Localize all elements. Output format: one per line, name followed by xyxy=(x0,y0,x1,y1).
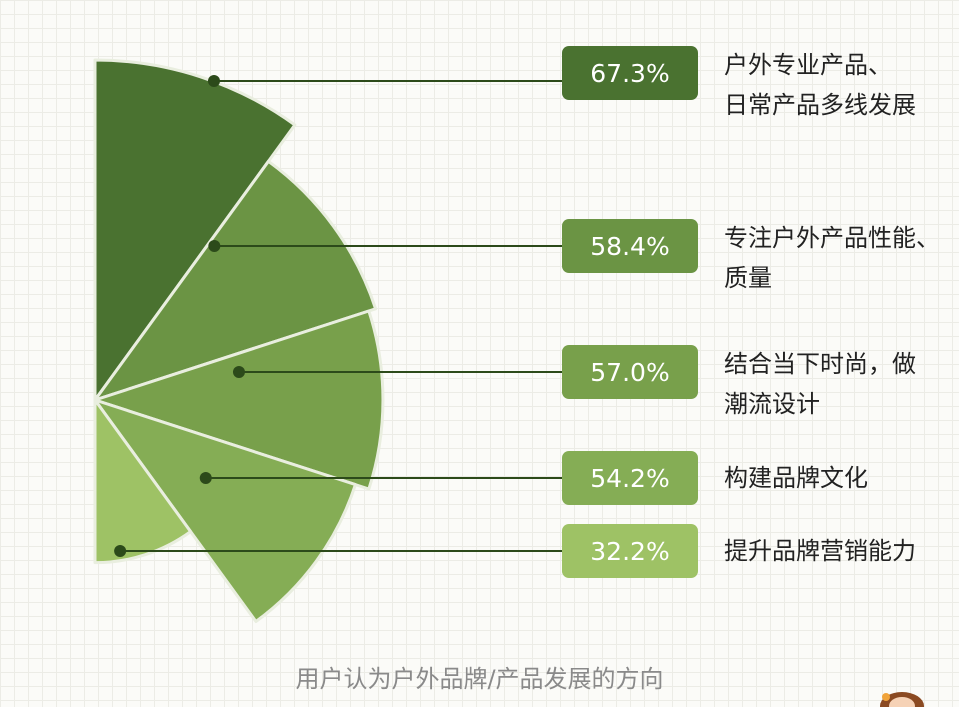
category-label-1: 户外专业产品、 日常产品多线发展 xyxy=(724,51,916,119)
chart-caption: 用户认为户外品牌/产品发展的方向 xyxy=(295,665,664,693)
chart-leader-lines xyxy=(114,75,562,557)
value-badge-4: 54.2% xyxy=(562,451,698,505)
value-badge-1: 67.3% xyxy=(562,46,698,100)
value-badge-2: 58.4% xyxy=(562,219,698,273)
pie-sector-2 xyxy=(93,159,378,402)
pie-sector-1 xyxy=(93,58,297,402)
pie-sector-5 xyxy=(93,398,193,565)
value-badge-3: 57.0% xyxy=(562,345,698,399)
category-label-4: 构建品牌文化 xyxy=(724,464,868,492)
value-badge-5: 32.2% xyxy=(562,524,698,578)
pie-sector-4 xyxy=(93,398,357,624)
category-label-3: 结合当下时尚，做 潮流设计 xyxy=(724,350,916,418)
category-label-5: 提升品牌营销能力 xyxy=(724,537,916,565)
category-label-2: 专注户外产品性能、 质量 xyxy=(724,224,940,292)
cartoon-character-icon xyxy=(880,692,924,707)
chart-sectors xyxy=(93,58,385,624)
